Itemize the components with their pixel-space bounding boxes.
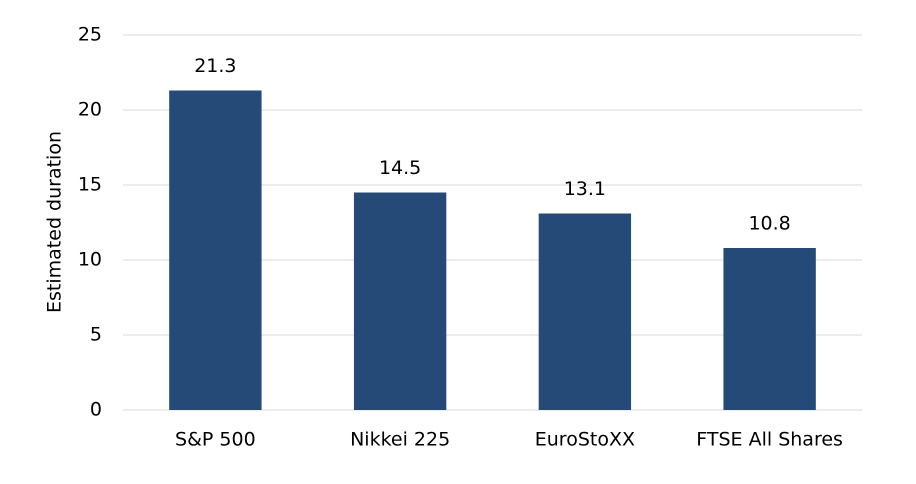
x-tick-label: S&P 500	[175, 429, 256, 451]
y-tick-label: 15	[78, 174, 102, 196]
x-tick-label: FTSE All Shares	[696, 429, 843, 451]
x-tick-label: Nikkei 225	[350, 429, 450, 451]
data-label: 13.1	[564, 178, 606, 200]
y-tick-label: 20	[78, 99, 102, 121]
x-tick-label: EuroStoXX	[535, 429, 635, 451]
data-label: 10.8	[748, 213, 790, 235]
bar	[723, 248, 816, 410]
data-label: 14.5	[379, 157, 421, 179]
bar	[169, 90, 262, 410]
y-tick-label: 0	[90, 399, 102, 421]
data-label: 21.3	[194, 55, 236, 77]
y-tick-label: 25	[78, 24, 102, 46]
bar	[538, 213, 632, 410]
y-axis-label: Estimated duration	[44, 131, 66, 313]
bar	[353, 192, 447, 410]
y-tick-label: 5	[90, 324, 102, 346]
y-tick-label: 10	[78, 249, 102, 271]
